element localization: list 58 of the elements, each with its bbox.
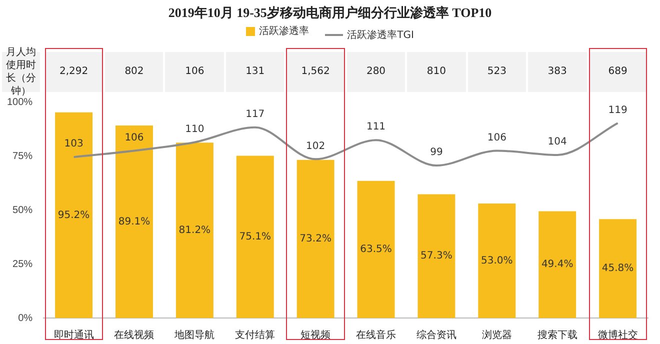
x-tick-label: 即时通讯 [54,328,94,341]
data-label: 104 [548,136,567,148]
text: 810 [407,52,466,92]
y-tick-label: 50% [12,204,33,216]
data-label: 45.8% [602,263,634,274]
data-label: 119 [608,104,628,116]
text: 2,292 [44,52,103,92]
bar [357,180,395,318]
text: 131 [226,52,284,92]
data-label: 81.2% [178,224,211,236]
x-tick-label: 支付结算 [235,328,276,341]
data-label: 53.0% [481,255,513,266]
data-label: 89.1% [118,216,150,228]
x-tick-label: 浏览器 [482,328,512,341]
text: 383 [528,52,587,92]
data-label: 106 [487,132,506,144]
bar [538,211,576,318]
text: 689 [588,52,647,92]
x-tick-label: 搜索下载 [537,328,578,341]
bar [599,219,637,318]
data-label: 63.5% [360,244,392,256]
data-label: 106 [124,132,144,144]
data-label: 73.2% [300,234,332,245]
text: 1,562 [286,52,345,92]
data-label: 102 [306,140,326,152]
data-label: 110 [185,124,204,135]
data-label: 49.4% [541,259,574,270]
x-tick-label: 在线音乐 [356,328,396,341]
y-tick-label: 0% [18,312,33,324]
data-label: 99 [430,147,443,158]
legend-label: 活跃渗透率TGI [347,28,414,42]
bar [296,160,334,318]
bar [176,142,214,318]
y-tick-label: 75% [12,150,33,162]
y-tick-label: 100% [7,96,33,108]
text: 月人均使用时长（分钟） [4,47,37,97]
text: 106 [165,52,224,92]
data-label: 111 [366,122,386,133]
x-tick-label: 在线视频 [114,328,154,341]
data-label: 75.1% [239,231,272,242]
data-label: 103 [64,138,84,150]
x-tick-label: 短视频 [300,328,331,341]
data-label: 57.3% [420,250,452,262]
data-label: 95.2% [58,210,90,221]
text: 523 [468,52,526,92]
x-tick-label: 地图导航 [174,328,215,341]
bar [478,204,516,318]
y-tick-label: 25% [12,258,33,270]
data-label: 117 [246,109,265,120]
bar [418,194,456,318]
chart-title: 2019年10月 19-35岁移动电商用户细分行业渗透率 TOP10 [167,4,493,22]
bar [55,112,93,318]
bar [236,156,274,318]
legend-label: 活跃渗透率 [259,24,310,38]
bar [116,126,153,318]
text: 280 [346,52,406,92]
x-tick-label: 综合资讯 [416,328,456,341]
text: 802 [105,52,164,92]
